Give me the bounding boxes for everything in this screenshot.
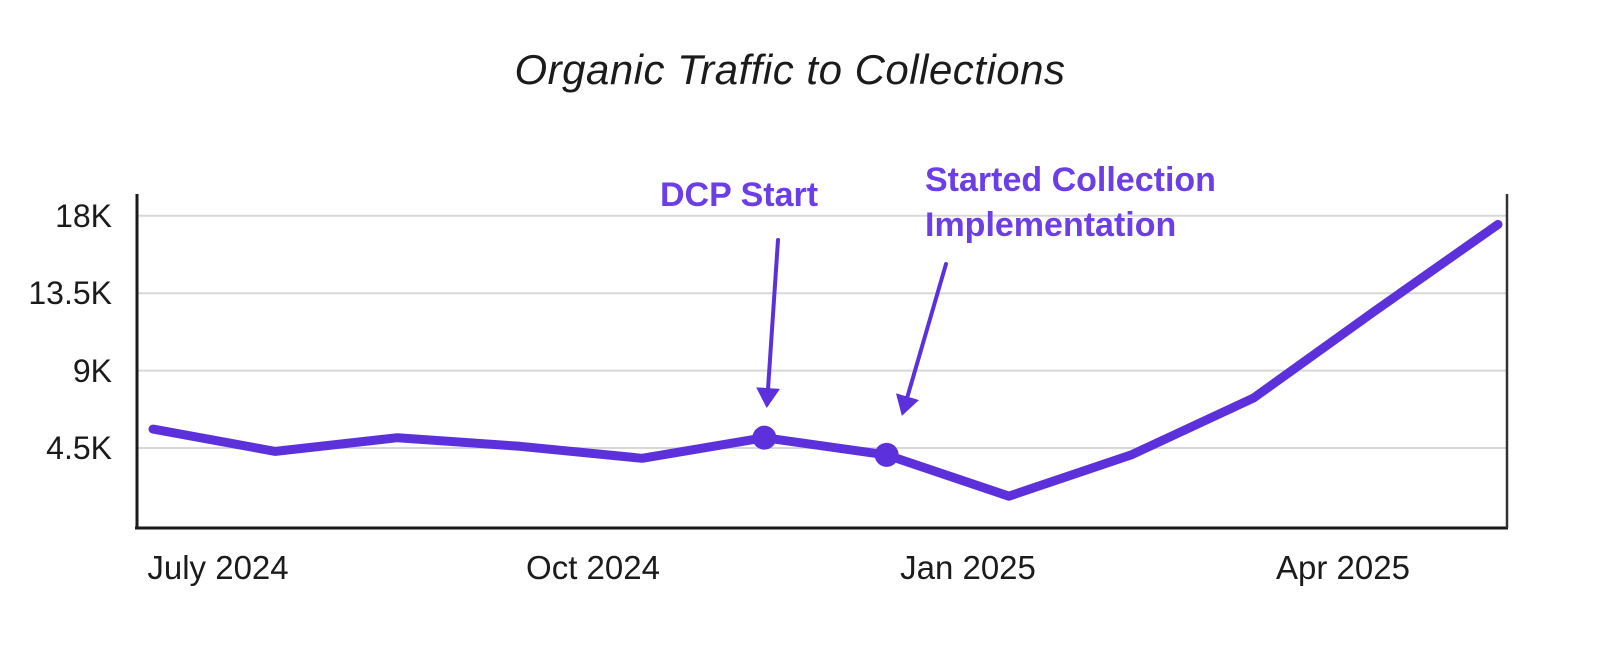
annotation-dcp-start-text: DCP Start [660,176,819,214]
axes [135,194,1509,530]
annotation-started-collection-implementation: Started Collection Implementation [925,158,1216,248]
x-axis-label: Jan 2025 [900,549,1036,586]
y-axis-label: 18K [55,197,112,234]
marked-point-dot [752,425,777,450]
annotation-dcp-start: DCP Start [660,173,818,218]
gridlines [137,214,1507,449]
x-axis-label: Oct 2024 [526,549,660,586]
traffic-line [148,219,1503,501]
marked-point-dot [874,442,899,467]
annotation-sci-text-line1: Started Collection [925,161,1216,199]
annotation-arrow [756,238,781,408]
y-axis-label: 4.5K [46,430,112,466]
x-axis-label: July 2024 [147,549,289,586]
chart-title: Organic Traffic to Collections [514,46,1066,93]
annotation-arrows [756,238,948,416]
annotation-arrow [895,262,948,416]
y-axis-label: 13.5K [28,275,112,312]
traffic-line-series [148,219,1503,501]
x-axis-label: Apr 2025 [1276,549,1410,586]
y-axis-label: 9K [72,352,112,389]
annotation-sci-text-line2: Implementation [925,206,1177,244]
